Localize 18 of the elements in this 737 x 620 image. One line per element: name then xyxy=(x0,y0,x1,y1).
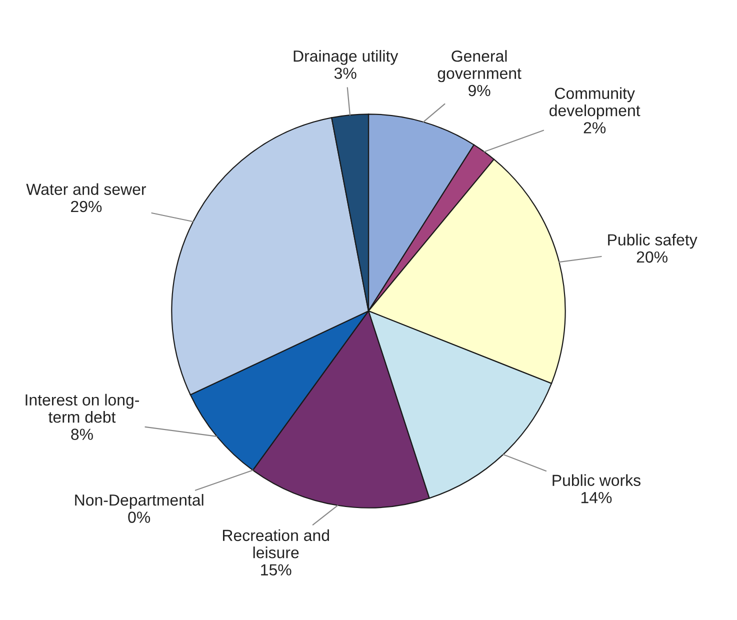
text: 0% xyxy=(128,512,150,523)
slice-label: Public works xyxy=(552,474,640,486)
slice-label: Public safety xyxy=(608,234,698,249)
data-label: 9% xyxy=(468,84,490,96)
slice-label: Interest on long- term debt xyxy=(26,394,139,423)
slice-label: Drainage utility xyxy=(294,50,398,65)
data-label: 29% xyxy=(71,200,102,212)
slice-label: General government xyxy=(438,50,522,82)
data-label: 15% xyxy=(261,564,292,576)
data-label: 14% xyxy=(581,492,612,504)
data-label: 8% xyxy=(71,428,93,440)
slice-label: Community development xyxy=(550,87,640,120)
category-label: Non-Departmental xyxy=(75,494,204,509)
slice-label: Water and sewer xyxy=(26,183,146,195)
data-label: 2% xyxy=(584,122,606,134)
data-label: 3% xyxy=(334,68,356,79)
slice-label: Recreation and leisure xyxy=(223,529,329,558)
data-label: 20% xyxy=(636,251,668,263)
